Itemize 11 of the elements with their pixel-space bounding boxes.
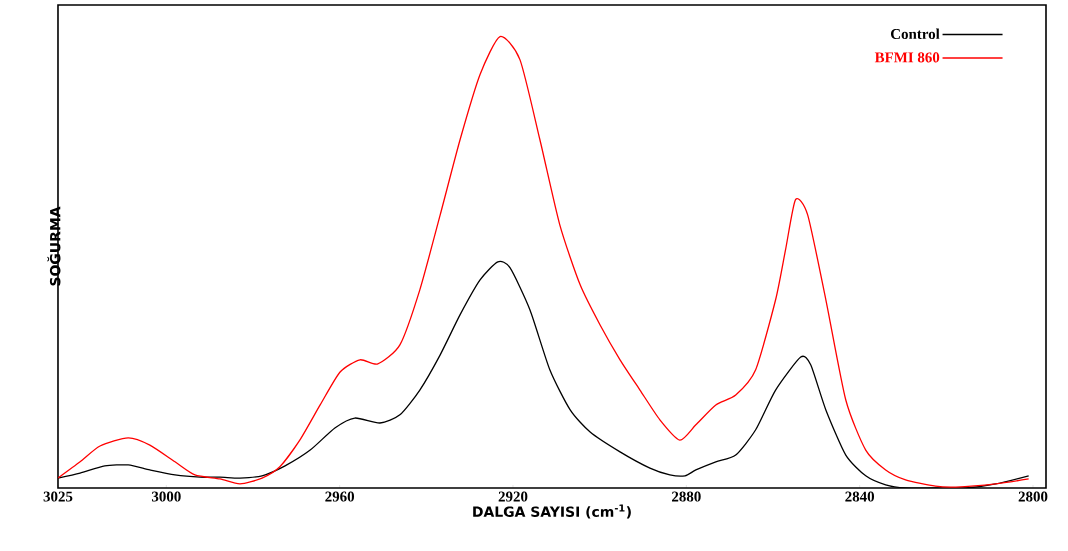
x-tick-label: 2880	[672, 491, 701, 502]
x-tick-label: 2920	[498, 491, 528, 502]
x-tick-label: 2960	[325, 491, 355, 502]
x-tick-label: 3025	[43, 491, 73, 502]
legend-label: BFMI 860	[874, 52, 940, 63]
x-tick-label: 2840	[845, 491, 875, 502]
x-tick-label: 3000	[151, 491, 181, 502]
x-tick-label: 2800	[1018, 491, 1048, 502]
x-axis-title: DALGA SAYISI (cm$^{-1}$)	[473, 504, 631, 519]
y-axis-title: SOĞURMA	[47, 206, 61, 286]
legend-label: Control	[891, 28, 940, 39]
